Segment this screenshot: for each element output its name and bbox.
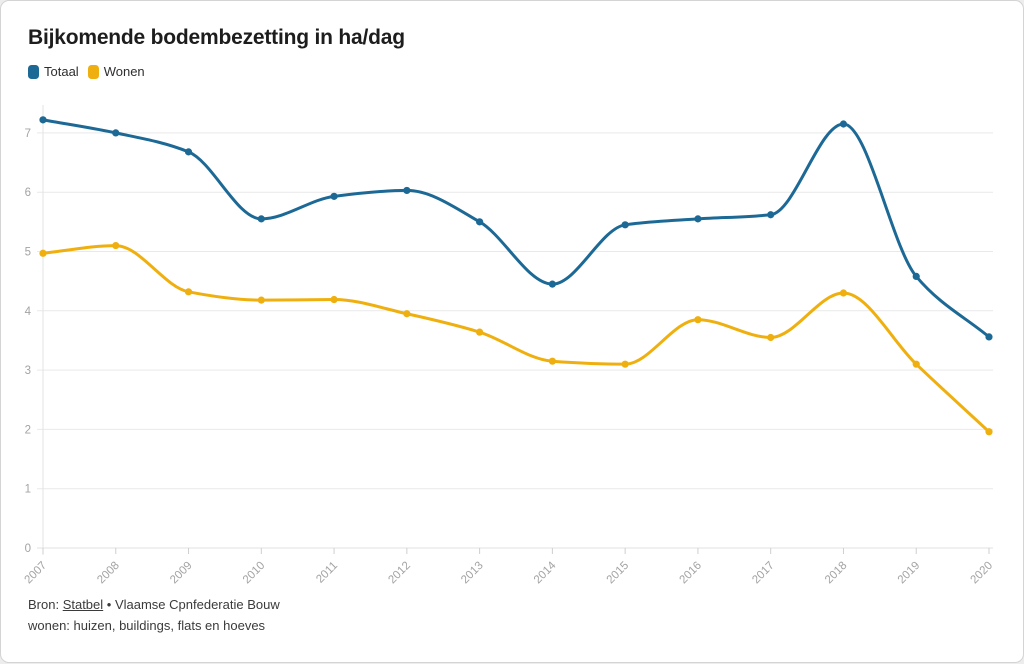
- data-point-totaal: [476, 218, 483, 225]
- y-tick-label: 4: [25, 306, 32, 318]
- x-tick-label: 2008: [95, 560, 122, 587]
- data-point-totaal: [258, 215, 265, 222]
- data-point-wonen: [330, 296, 337, 303]
- data-point-wonen: [622, 361, 629, 368]
- x-tick-label: 2011: [314, 560, 340, 586]
- data-point-totaal: [403, 187, 410, 194]
- x-tick-label: 2017: [750, 560, 777, 587]
- data-point-totaal: [840, 120, 847, 127]
- data-point-totaal: [39, 116, 46, 123]
- data-point-totaal: [622, 221, 629, 228]
- data-point-totaal: [330, 193, 337, 200]
- y-tick-label: 1: [25, 484, 31, 496]
- x-tick-label: 2013: [459, 560, 486, 587]
- data-point-wonen: [112, 242, 119, 249]
- y-tick-label: 7: [25, 128, 31, 140]
- source-prefix: Bron:: [28, 597, 63, 612]
- data-point-wonen: [985, 428, 992, 435]
- source-link[interactable]: Statbel: [63, 597, 103, 612]
- data-point-wonen: [840, 289, 847, 296]
- data-point-totaal: [185, 148, 192, 155]
- x-tick-label: 2010: [241, 560, 268, 587]
- series-line-wonen: [43, 246, 989, 432]
- source-note: wonen: huizen, buildings, flats en hoeve…: [28, 618, 265, 633]
- data-point-totaal: [767, 211, 774, 218]
- y-tick-label: 6: [25, 187, 31, 199]
- data-point-wonen: [549, 358, 556, 365]
- series-line-totaal: [43, 120, 989, 337]
- x-tick-label: 2020: [969, 560, 996, 587]
- source-publisher: Vlaamse Cpnfederatie Bouw: [115, 597, 280, 612]
- source-separator: •: [103, 597, 115, 612]
- data-point-totaal: [913, 273, 920, 280]
- data-point-wonen: [767, 334, 774, 341]
- data-point-wonen: [185, 288, 192, 295]
- data-point-wonen: [39, 250, 46, 257]
- data-point-wonen: [913, 361, 920, 368]
- x-tick-label: 2015: [605, 560, 632, 587]
- y-tick-label: 0: [25, 543, 31, 555]
- data-point-totaal: [549, 281, 556, 288]
- x-tick-label: 2007: [23, 560, 50, 587]
- source-line: Bron: Statbel • Vlaamse Cpnfederatie Bou…: [28, 597, 280, 612]
- x-tick-label: 2009: [168, 560, 195, 587]
- data-point-wonen: [258, 297, 265, 304]
- x-tick-label: 2012: [386, 560, 413, 587]
- data-point-totaal: [694, 215, 701, 222]
- data-point-wonen: [694, 316, 701, 323]
- x-tick-label: 2018: [823, 560, 850, 587]
- y-tick-label: 5: [25, 247, 31, 259]
- data-point-totaal: [985, 333, 992, 340]
- x-tick-label: 2014: [532, 559, 559, 586]
- data-point-totaal: [112, 129, 119, 136]
- y-tick-label: 2: [25, 424, 31, 436]
- x-tick-label: 2019: [896, 560, 923, 587]
- data-point-wonen: [476, 329, 483, 336]
- y-tick-label: 3: [25, 365, 31, 377]
- data-point-wonen: [403, 310, 410, 317]
- x-tick-label: 2016: [677, 560, 704, 587]
